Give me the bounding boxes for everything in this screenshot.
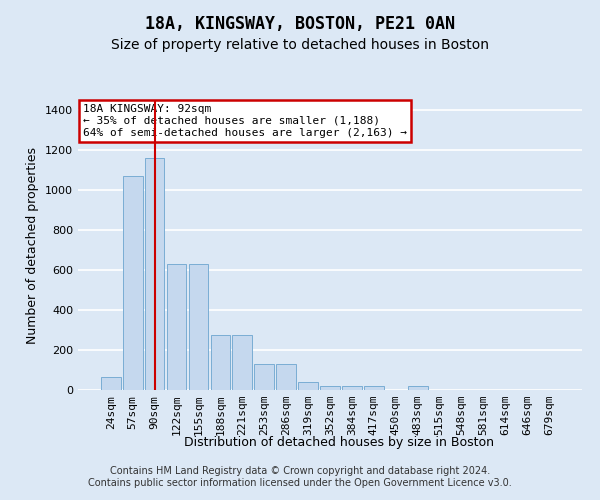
Bar <box>364 386 384 390</box>
Y-axis label: Number of detached properties: Number of detached properties <box>26 146 40 344</box>
Bar <box>145 158 164 390</box>
Bar <box>298 382 318 390</box>
Bar <box>232 335 252 390</box>
Text: Size of property relative to detached houses in Boston: Size of property relative to detached ho… <box>111 38 489 52</box>
Bar <box>276 364 296 390</box>
Text: 18A KINGSWAY: 92sqm
← 35% of detached houses are smaller (1,188)
64% of semi-det: 18A KINGSWAY: 92sqm ← 35% of detached ho… <box>83 104 407 138</box>
Bar <box>123 176 143 390</box>
Bar <box>101 377 121 390</box>
Text: 18A, KINGSWAY, BOSTON, PE21 0AN: 18A, KINGSWAY, BOSTON, PE21 0AN <box>145 15 455 33</box>
Bar <box>254 364 274 390</box>
Bar <box>211 335 230 390</box>
Bar <box>408 386 428 390</box>
Text: Distribution of detached houses by size in Boston: Distribution of detached houses by size … <box>184 436 494 449</box>
Bar <box>188 264 208 390</box>
Bar <box>342 386 362 390</box>
Bar <box>320 386 340 390</box>
Bar <box>167 264 187 390</box>
Text: Contains HM Land Registry data © Crown copyright and database right 2024.
Contai: Contains HM Land Registry data © Crown c… <box>88 466 512 487</box>
